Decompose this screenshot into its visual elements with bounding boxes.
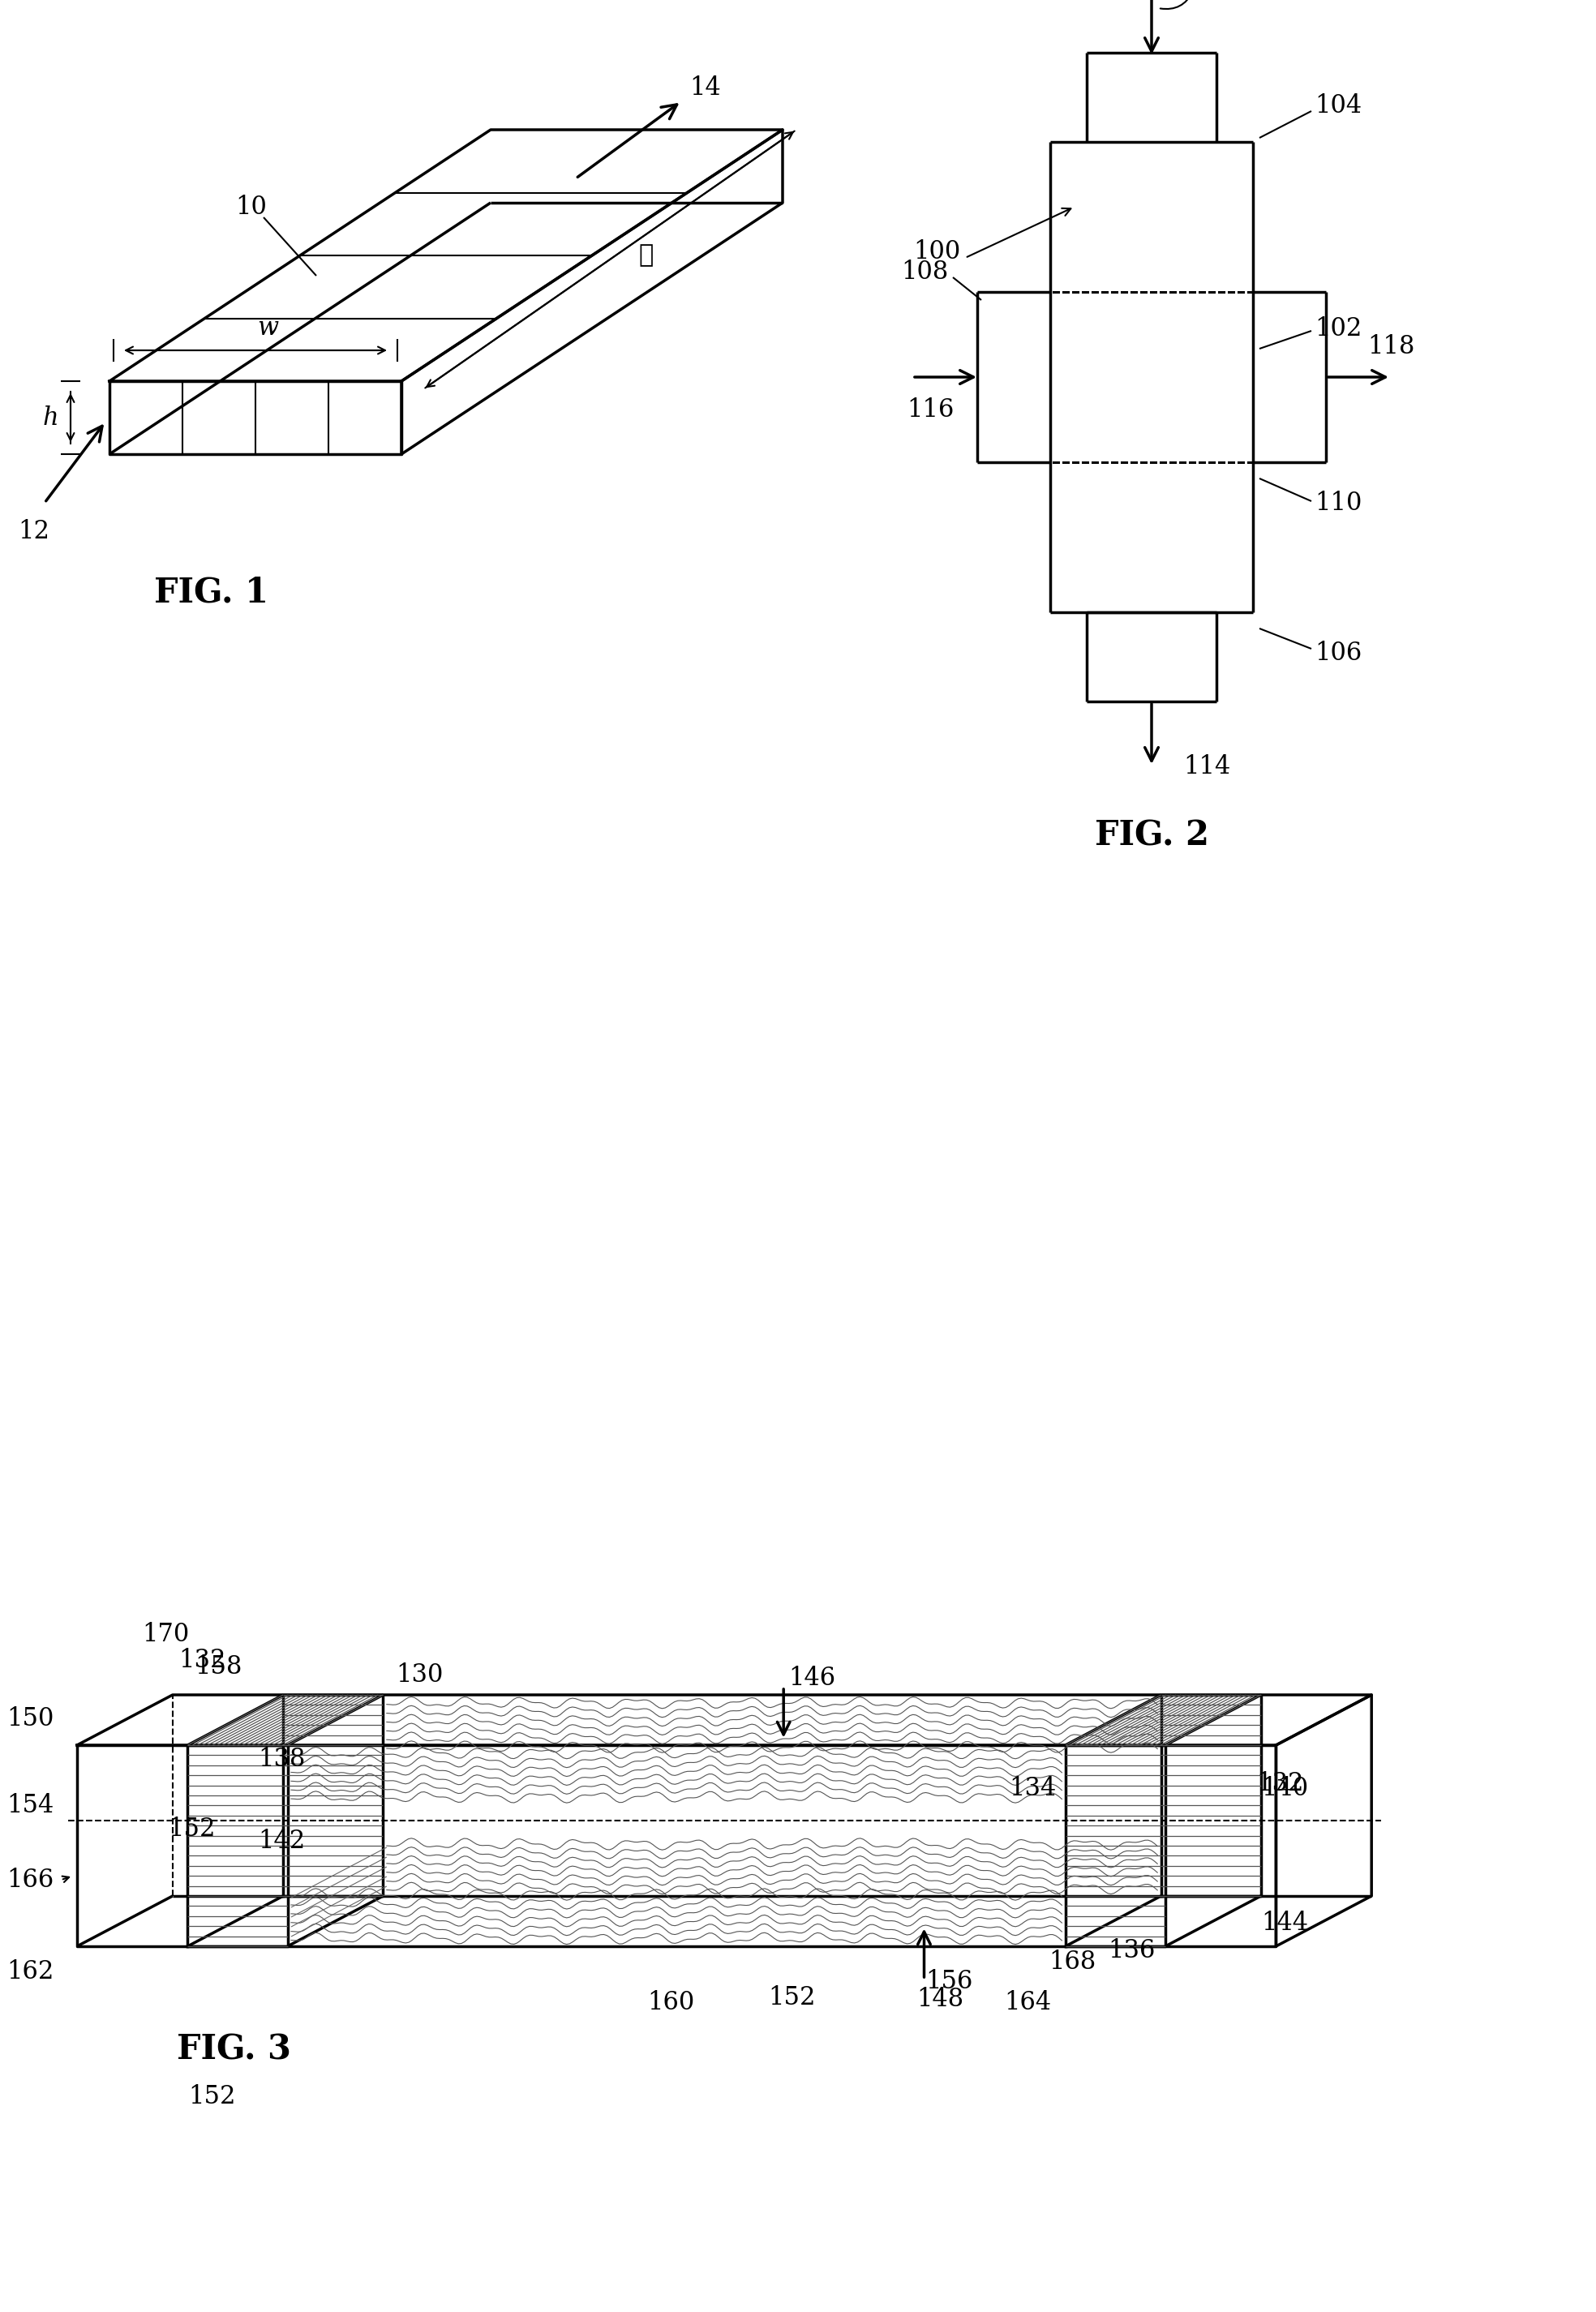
Text: 152: 152 xyxy=(168,1817,215,1843)
Text: 118: 118 xyxy=(1368,333,1414,358)
Text: 150: 150 xyxy=(6,1706,54,1732)
Text: 148: 148 xyxy=(916,1988,964,2011)
Text: 162: 162 xyxy=(6,1961,54,1984)
Text: 158: 158 xyxy=(195,1655,243,1681)
Text: 14: 14 xyxy=(689,74,721,99)
Text: 12: 12 xyxy=(18,518,49,543)
Text: 136: 136 xyxy=(1108,1937,1156,1963)
Text: 164: 164 xyxy=(1004,1991,1052,2014)
Text: 102: 102 xyxy=(1315,317,1361,340)
Text: 142: 142 xyxy=(259,1829,306,1854)
Text: 106: 106 xyxy=(1315,640,1361,666)
Text: 140: 140 xyxy=(1261,1776,1309,1801)
Text: FIG. 1: FIG. 1 xyxy=(153,576,268,608)
Text: 160: 160 xyxy=(648,1991,694,2014)
Text: 146: 146 xyxy=(788,1667,836,1690)
Text: 130: 130 xyxy=(396,1662,444,1688)
Text: h: h xyxy=(43,405,57,430)
Text: 152: 152 xyxy=(768,1986,816,2011)
Text: 100: 100 xyxy=(913,238,961,264)
Text: 154: 154 xyxy=(6,1792,54,1817)
Text: 110: 110 xyxy=(1315,490,1361,516)
Text: FIG. 3: FIG. 3 xyxy=(177,2032,290,2067)
Text: 166: 166 xyxy=(6,1868,54,1894)
Text: 170: 170 xyxy=(142,1621,190,1646)
Text: 134: 134 xyxy=(1009,1776,1057,1801)
Text: 132: 132 xyxy=(1256,1771,1304,1796)
Text: 168: 168 xyxy=(1049,1949,1096,1974)
Text: 144: 144 xyxy=(1261,1910,1309,1935)
Text: 156: 156 xyxy=(926,1968,974,1993)
Text: 108: 108 xyxy=(900,259,948,284)
Text: 138: 138 xyxy=(259,1746,306,1771)
Text: 10: 10 xyxy=(236,194,267,220)
Text: 132: 132 xyxy=(179,1648,225,1674)
Text: ℓ: ℓ xyxy=(638,243,654,268)
Text: 114: 114 xyxy=(1183,754,1231,779)
Text: FIG. 2: FIG. 2 xyxy=(1095,818,1208,853)
Text: 104: 104 xyxy=(1315,92,1361,118)
Text: 116: 116 xyxy=(907,398,954,423)
Text: 152: 152 xyxy=(188,2083,236,2109)
Text: w: w xyxy=(257,314,278,340)
